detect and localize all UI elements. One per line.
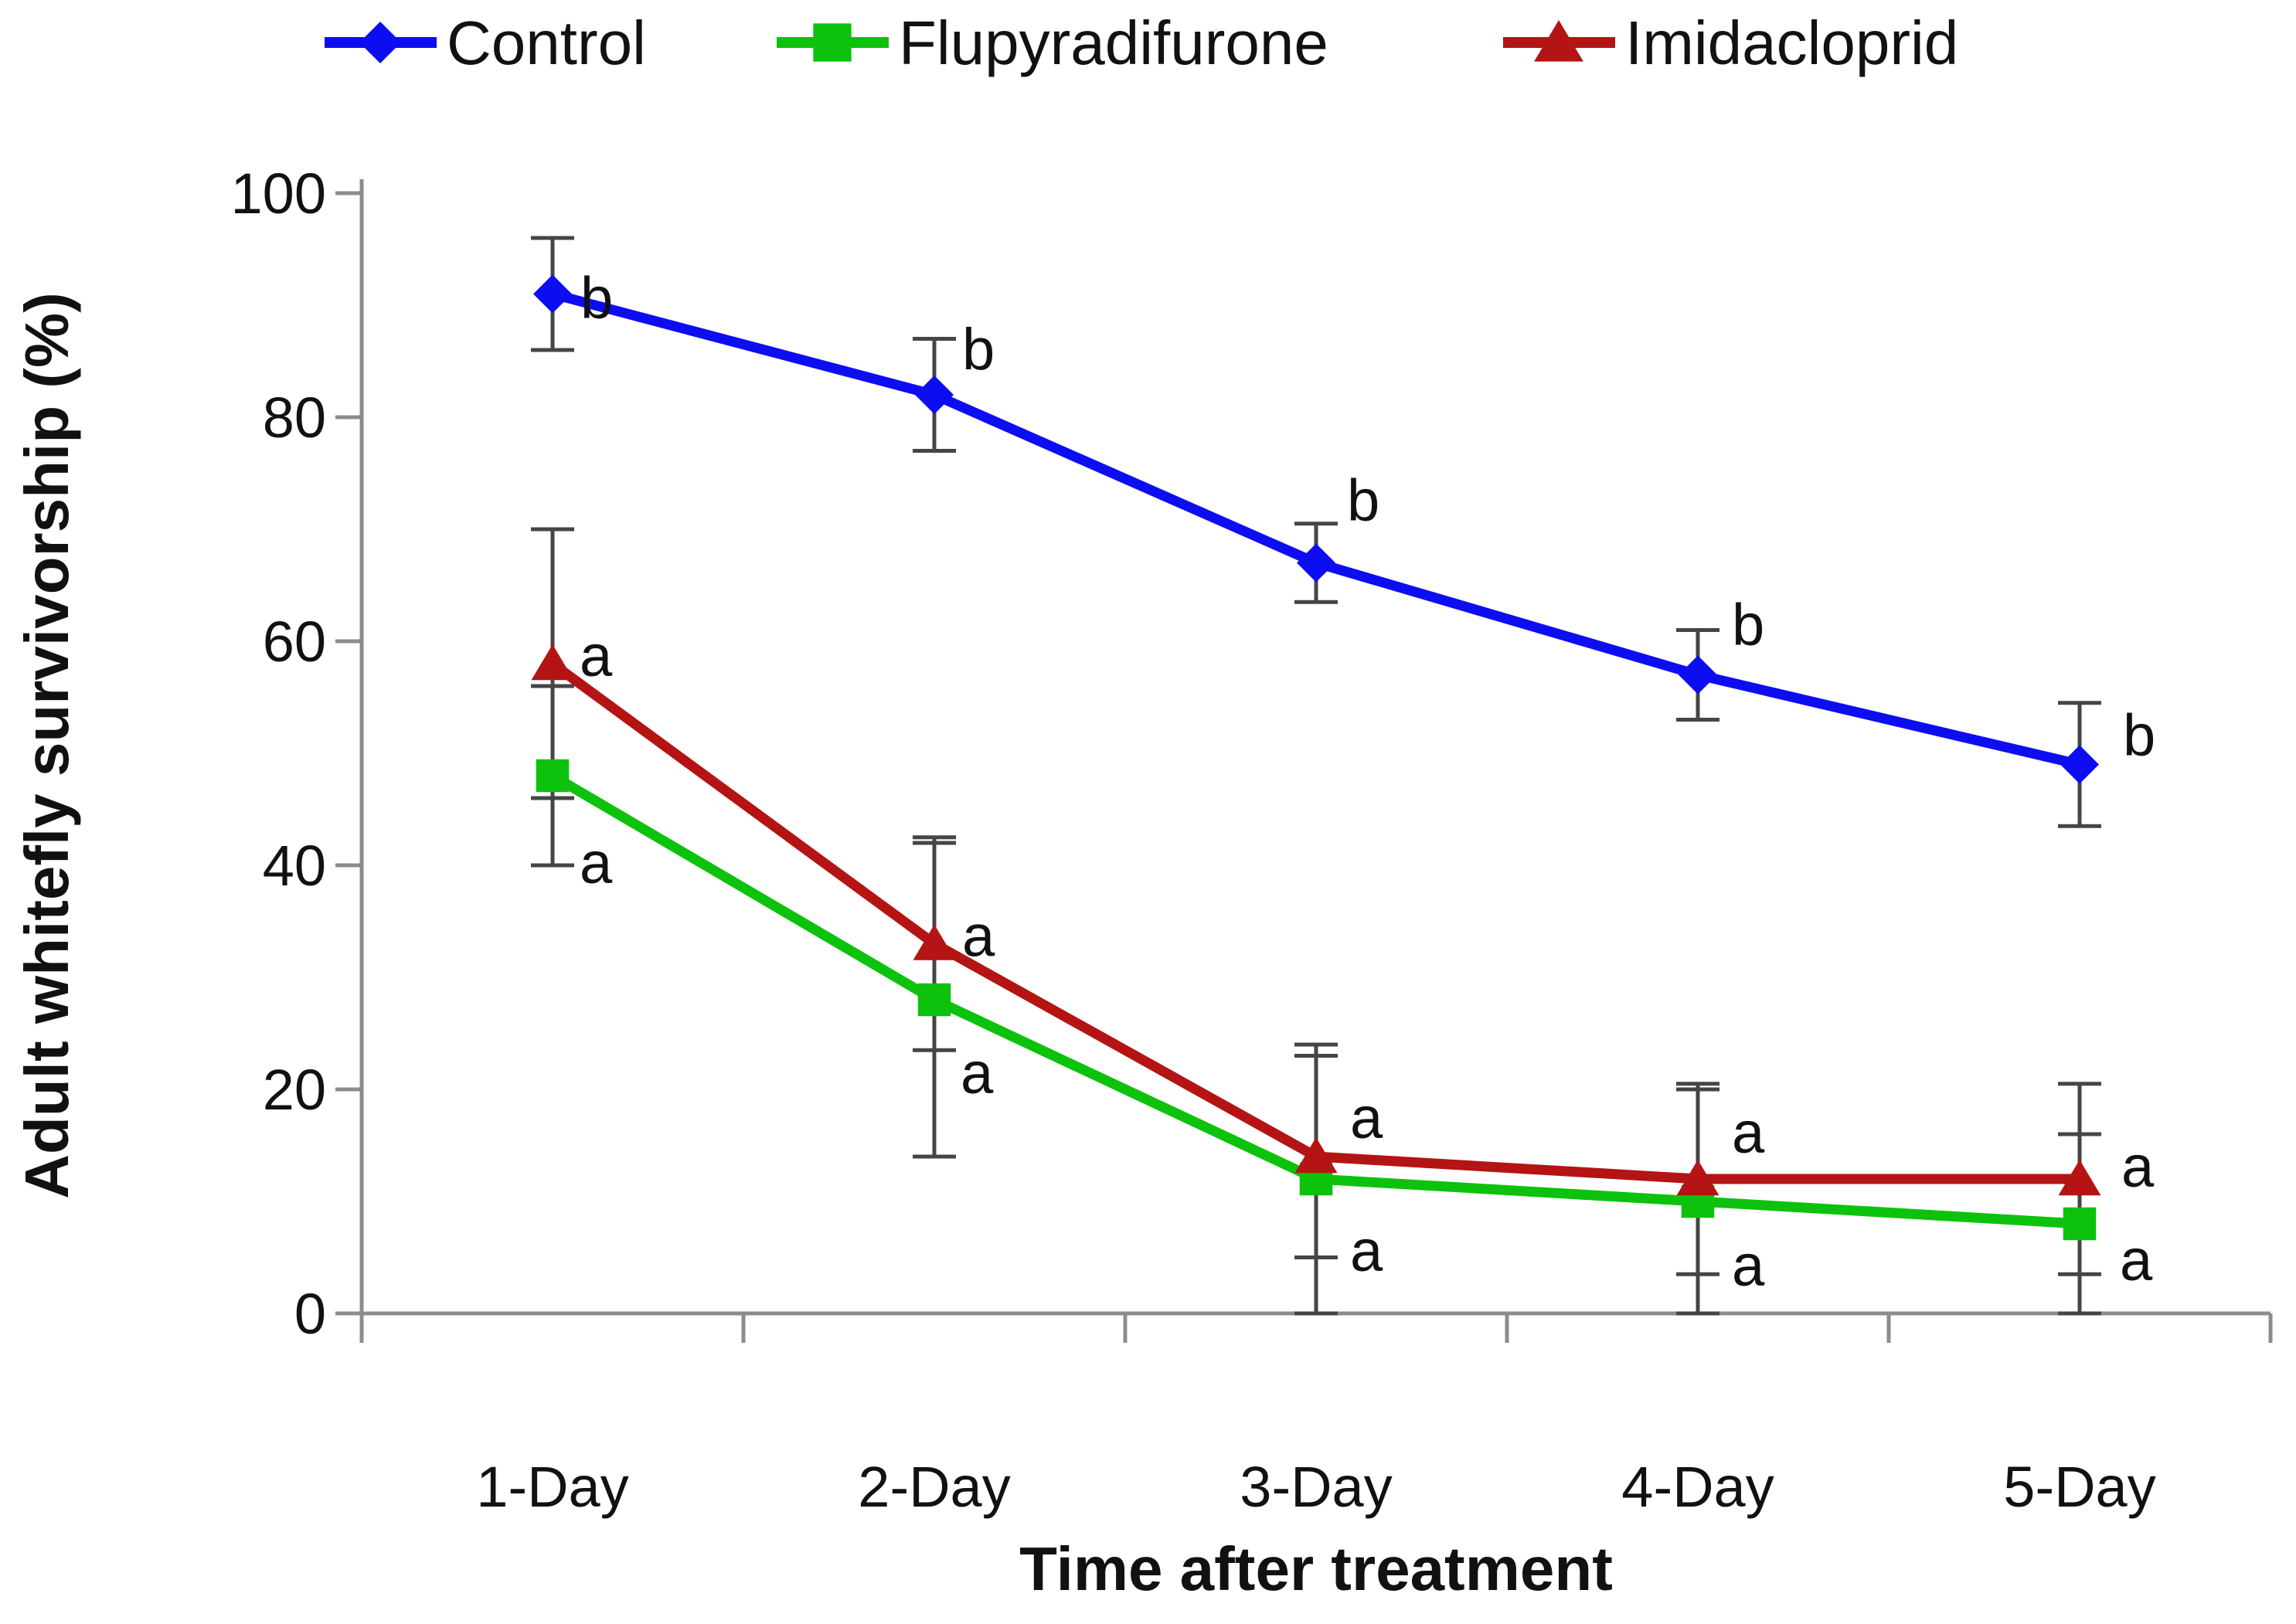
triangle-marker <box>1294 1137 1338 1174</box>
triangle-marker <box>913 924 956 960</box>
diamond-marker <box>2060 745 2099 784</box>
x-category-label: 5-Day <box>2003 1455 2155 1519</box>
triangle-marker <box>1534 20 1583 62</box>
x-category-label: 3-Day <box>1240 1455 1392 1519</box>
significance-letter: b <box>580 266 613 331</box>
error-bars-control <box>531 236 2101 828</box>
legend-item-flupyradifurone: Flupyradifurone <box>777 8 1328 77</box>
triangle-marker <box>531 644 574 681</box>
triangle-marker <box>2058 1160 2101 1196</box>
significance-letter: a <box>2121 1134 2155 1200</box>
x-category-label: 1-Day <box>476 1455 628 1519</box>
diamond-marker <box>1297 543 1335 583</box>
y-tick-label: 40 <box>263 834 326 898</box>
y-tick-label: 0 <box>294 1282 326 1346</box>
square-marker <box>536 759 570 793</box>
diamond-marker <box>1679 655 1717 695</box>
diamond-marker <box>533 274 572 314</box>
square-marker <box>813 23 852 62</box>
square-marker <box>2063 1207 2097 1241</box>
significance-letter: a <box>1350 1218 1383 1284</box>
y-tick-label: 60 <box>263 610 326 674</box>
square-marker <box>917 983 951 1017</box>
legend-item-imidacloprid: Imidacloprid <box>1503 8 1958 77</box>
y-tick-label: 100 <box>231 161 326 226</box>
significance-letter: a <box>1732 1100 1765 1166</box>
axes: 0 20 40 60 80 100 1-Day 2-Day 3-Day 4-Day 5-Day Tim… <box>12 161 2273 1603</box>
y-tick-label: 80 <box>263 386 326 450</box>
legend-label: Control <box>447 8 646 77</box>
significance-letter: b <box>962 317 995 382</box>
x-axis-title: Time after treatment <box>1019 1534 1613 1603</box>
significance-letter: a <box>961 1041 994 1106</box>
significance-letter: a <box>1732 1233 1765 1299</box>
significance-letter: b <box>1347 468 1379 534</box>
triangle-marker <box>1676 1160 1719 1196</box>
significance-letter: b <box>1732 593 1764 658</box>
legend: Control Flupyradifurone Imidacloprid <box>325 8 1958 77</box>
x-category-label: 4-Day <box>1621 1455 1774 1519</box>
legend-label: Flupyradifurone <box>899 8 1328 77</box>
x-category-label: 2-Day <box>858 1455 1010 1519</box>
diamond-marker <box>915 375 954 414</box>
significance-letter: a <box>580 831 613 896</box>
legend-label: Imidacloprid <box>1625 8 1958 77</box>
significance-letter: b <box>2123 703 2155 769</box>
diamond-marker <box>359 22 401 63</box>
y-tick-label: 20 <box>263 1058 326 1122</box>
significance-letter: a <box>962 904 995 970</box>
series-imidacloprid <box>531 644 2101 1196</box>
legend-item-control: Control <box>325 8 646 77</box>
significance-letter: a <box>2120 1228 2153 1293</box>
significance-letter: a <box>1350 1085 1383 1151</box>
y-axis-title: Adult whitefly survivorship (%) <box>12 292 81 1198</box>
series-control <box>533 274 2099 784</box>
significance-letter: a <box>580 623 613 689</box>
